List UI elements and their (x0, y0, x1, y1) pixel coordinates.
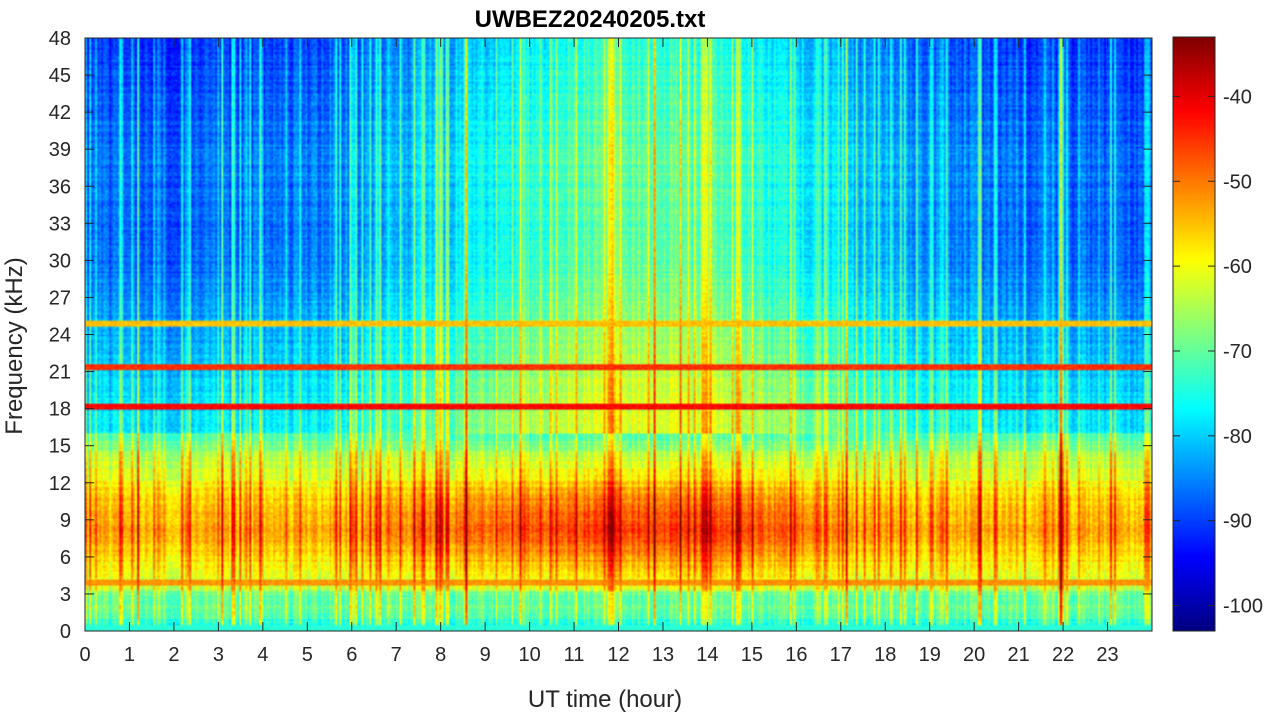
x-tick-label: 12 (607, 644, 629, 666)
x-tick-label: 1 (124, 644, 135, 666)
x-axis: 0 1 2 3 4 5 6 7 8 9 10 11 12 13 14 15 16 17 18 19 20 21 22 23 (79, 38, 1119, 666)
y-tick-label: 39 (49, 139, 71, 161)
x-tick-label: 9 (480, 644, 491, 666)
colorbar-tick-label: -100 (1223, 596, 1263, 618)
x-tick-label: 6 (346, 644, 357, 666)
x-tick-label: 5 (302, 644, 313, 666)
y-tick-label: 48 (49, 28, 71, 50)
x-tick-label: 11 (564, 644, 585, 666)
y-tick-label: 27 (49, 287, 71, 309)
y-tick-label: 0 (60, 621, 71, 643)
x-tick-label: 14 (696, 644, 718, 666)
y-tick-label: 24 (49, 325, 71, 347)
y-tick-label: 3 (60, 584, 71, 606)
colorbar-frame (1172, 36, 1216, 632)
colorbar-tick-label: -90 (1223, 511, 1252, 533)
x-tick-label: 23 (1096, 644, 1118, 666)
x-tick-label: 0 (79, 644, 90, 666)
x-tick-label: 20 (963, 644, 985, 666)
colorbar-tick-label: -40 (1223, 86, 1252, 108)
colorbar-tick-label: -60 (1223, 256, 1252, 278)
colorbar-gradient (1173, 37, 1215, 631)
x-tick-label: 7 (391, 644, 402, 666)
y-axis-label: Frequency (kHz) (1, 257, 28, 434)
y-tick-label: 45 (49, 65, 71, 87)
y-tick-label: 15 (49, 436, 71, 458)
y-tick-label: 42 (49, 102, 71, 124)
x-tick-label: 19 (919, 644, 941, 666)
y-tick-label: 21 (49, 362, 71, 384)
spectrogram-heatmap (85, 38, 1152, 631)
x-tick-label: 3 (213, 644, 224, 666)
y-tick-label: 12 (49, 473, 71, 495)
y-tick-label: 9 (60, 510, 71, 532)
x-axis-label: UT time (hour) (528, 686, 682, 713)
x-tick-label: 8 (435, 644, 446, 666)
y-tick-label: 6 (60, 547, 71, 569)
x-tick-label: 18 (874, 644, 896, 666)
x-tick-label: 17 (830, 644, 852, 666)
x-tick-label: 2 (168, 644, 179, 666)
x-tick-label: 15 (741, 644, 763, 666)
x-tick-label: 10 (518, 644, 540, 666)
x-tick-label: 16 (785, 644, 807, 666)
x-tick-label: 21 (1008, 644, 1030, 666)
spectrogram-plot-area (85, 38, 1152, 631)
chart-title: UWBEZ20240205.txt (475, 6, 706, 33)
y-tick-label: 33 (49, 213, 71, 235)
colorbar-ticks: -40 -50 -60 -70 -80 -90 -100 (1173, 86, 1263, 618)
x-tick-label: 22 (1052, 644, 1074, 666)
colorbar: -40 -50 -60 -70 -80 -90 -100 (1172, 36, 1263, 632)
y-tick-label: 36 (49, 176, 71, 198)
x-tick-label: 13 (652, 644, 674, 666)
x-tick-label: 4 (257, 644, 268, 666)
colorbar-tick-label: -50 (1223, 171, 1252, 193)
y-tick-label: 30 (49, 250, 71, 272)
colorbar-tick-label: -80 (1223, 426, 1252, 448)
colorbar-tick-label: -70 (1223, 341, 1252, 363)
y-tick-label: 18 (49, 399, 71, 421)
